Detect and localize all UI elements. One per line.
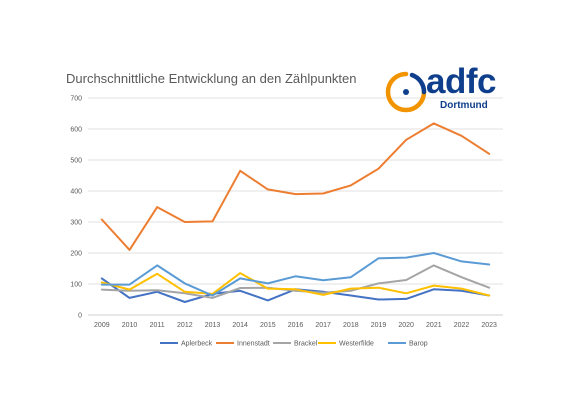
- y-tick-label: 200: [70, 251, 82, 258]
- y-tick-label: 700: [70, 96, 82, 103]
- legend-item-barop: Barop: [388, 341, 428, 348]
- y-tick-label: 600: [70, 127, 82, 134]
- y-tick-label: 0: [78, 313, 82, 320]
- x-tick-label: 2019: [371, 322, 387, 329]
- legend-item-aplerbeck: Aplerbeck: [160, 341, 213, 348]
- x-tick-label: 2020: [398, 322, 414, 329]
- series-line-brackel: [100, 264, 491, 299]
- x-tick-label: 2014: [232, 322, 248, 329]
- y-axis-ticks: 0 100 200 300 400 500 600 700: [70, 96, 82, 320]
- legend-label: Barop: [409, 341, 428, 348]
- x-tick-label: 2013: [205, 322, 221, 329]
- x-tick-label: 2021: [426, 322, 442, 329]
- legend: Aplerbeck Innenstadt Brackel Westerfilde Bar…: [160, 341, 428, 348]
- legend-label: Brackel: [294, 341, 318, 348]
- x-tick-label: 2017: [315, 322, 331, 329]
- x-tick-label: 2009: [94, 322, 110, 329]
- legend-label: Innenstadt: [237, 341, 270, 348]
- chart-title: Durchschnittliche Entwicklung an den Zäh…: [66, 71, 357, 86]
- gridlines: [88, 97, 503, 316]
- x-tick-label: 2018: [343, 322, 359, 329]
- x-axis-ticks: 2009 2010 2011 2012 2013 2014 2015 2016 2017 2018…: [94, 322, 497, 329]
- legend-item-innenstadt: Innenstadt: [216, 341, 270, 348]
- adfc-wheel-icon: [385, 71, 427, 113]
- series-line-barop: [100, 252, 491, 297]
- y-tick-label: 300: [70, 220, 82, 227]
- y-tick-label: 100: [70, 282, 82, 289]
- y-tick-label: 400: [70, 189, 82, 196]
- series-line-innenstadt: [100, 122, 491, 251]
- logo-subtitle: Dortmund: [440, 100, 488, 111]
- x-tick-label: 2011: [150, 322, 165, 329]
- x-tick-label: 2022: [454, 322, 470, 329]
- x-tick-label: 2023: [481, 322, 497, 329]
- legend-item-brackel: Brackel: [273, 341, 318, 348]
- legend-item-westerfilde: Westerfilde: [318, 341, 374, 348]
- y-tick-label: 500: [70, 158, 82, 165]
- x-tick-label: 2015: [260, 322, 276, 329]
- series-line-westerfilde: [100, 272, 491, 297]
- x-tick-label: 2016: [288, 322, 304, 329]
- legend-label: Westerfilde: [339, 341, 374, 348]
- x-tick-label: 2012: [177, 322, 193, 329]
- legend-label: Aplerbeck: [181, 341, 213, 348]
- adfc-logo: adfc Dortmund: [382, 62, 502, 118]
- x-tick-label: 2010: [122, 322, 138, 329]
- logo-wordmark: adfc: [426, 62, 496, 101]
- series-lines: [100, 122, 491, 303]
